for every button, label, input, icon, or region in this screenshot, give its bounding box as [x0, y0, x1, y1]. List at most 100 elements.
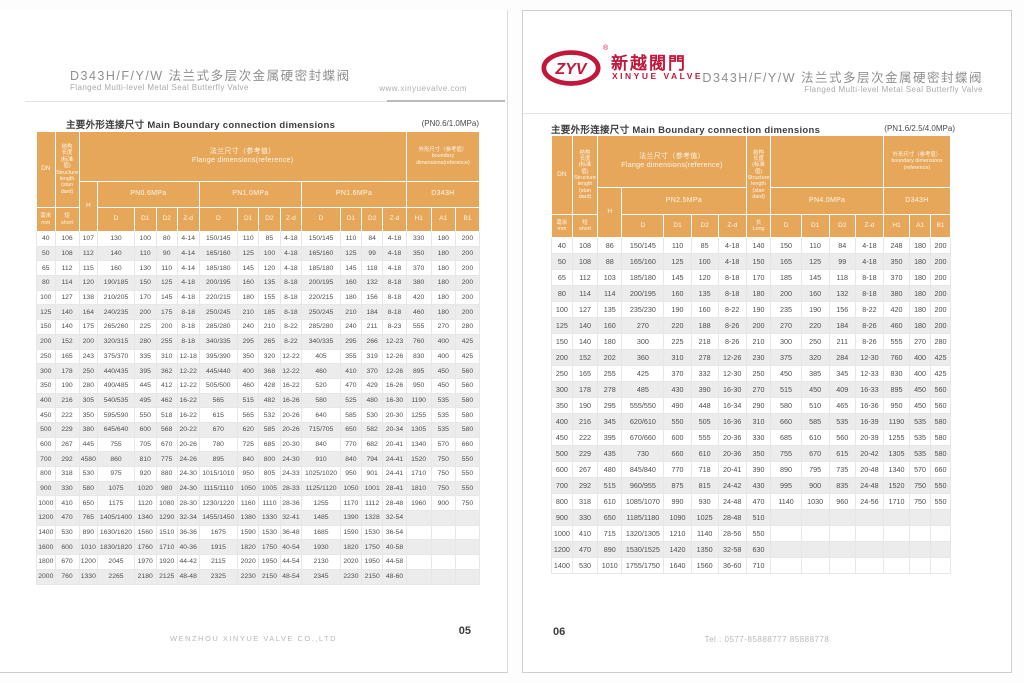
- table-cell: 145: [663, 269, 692, 286]
- table-cell: 525: [339, 392, 363, 409]
- table-cell: 32-58: [717, 541, 747, 558]
- table-cell: 615: [198, 407, 239, 423]
- header-cell: DN: [36, 131, 56, 208]
- table-cell: 270: [909, 333, 931, 350]
- table-cell: 112: [571, 269, 599, 286]
- table-cell: 550: [929, 477, 952, 494]
- table-cell: 425: [929, 365, 952, 382]
- table-cell: 895: [405, 363, 432, 379]
- table-cell: 560: [454, 377, 481, 394]
- table-cell: 490: [663, 397, 692, 414]
- table-cell: 610: [597, 493, 623, 510]
- table-cell: [929, 509, 952, 526]
- table-cell: 345: [597, 413, 623, 430]
- table-row: 150 140 180 300 225 218 8-26 210 300 250 211 8-26 55…: [551, 333, 952, 350]
- table-cell: 810: [133, 451, 157, 467]
- table-cell: 48-54: [279, 568, 303, 585]
- table-cell: 555: [882, 333, 911, 350]
- table-cell: 99: [828, 253, 856, 270]
- table-title: 主要外形连接尺寸 Main Boundary connection dimens…: [66, 120, 336, 131]
- table-cell: 950: [237, 466, 260, 482]
- table-cell: 1080: [155, 495, 178, 512]
- table-cell: 216: [54, 392, 80, 409]
- table-cell: 1010: [78, 539, 99, 556]
- table-cell: 48-48: [176, 568, 200, 585]
- table-cell: 160: [97, 260, 135, 277]
- table-cell: 106: [54, 231, 80, 247]
- table-cell: 400: [430, 348, 456, 365]
- table-cell: 520: [301, 377, 341, 394]
- table-cell: 1015/1010: [198, 466, 239, 482]
- table-cell: 4-14: [176, 231, 200, 247]
- table-cell: 200: [454, 245, 481, 262]
- table-cell: 319: [361, 348, 384, 365]
- table-cell: 2180: [133, 568, 157, 585]
- table-cell: 125: [339, 245, 363, 262]
- table-cell: 395: [133, 363, 157, 379]
- table-cell: 1675: [198, 524, 239, 541]
- table-cell: 292: [571, 477, 599, 494]
- table-cell: 1485: [301, 510, 341, 526]
- table-cell: 700: [551, 477, 573, 494]
- table-cell: 2020: [339, 554, 363, 570]
- table-cell: 1140: [770, 493, 802, 510]
- table-cell: 125: [663, 253, 692, 270]
- table-cell: 580: [770, 397, 802, 414]
- table-cell: 580: [78, 480, 99, 497]
- table-row: 125 140 164 240/235 200 175 8-18 250/245 210 185 8…: [36, 304, 481, 321]
- table-cell: 165/160: [621, 253, 665, 270]
- table-cell: 480: [361, 392, 384, 409]
- table-cell: 395/390: [198, 348, 239, 365]
- table-cell: 110: [155, 260, 178, 277]
- table-cell: 860: [97, 451, 135, 467]
- table-cell: 765: [78, 510, 99, 526]
- table-cell: 210: [339, 304, 363, 321]
- table-cell: 16-30: [717, 381, 747, 398]
- table-cell: 118: [828, 269, 856, 286]
- table-cell: 350: [551, 397, 573, 414]
- table-cell: 320: [258, 348, 281, 365]
- table-cell: 760: [405, 333, 432, 350]
- table-cell: 1915: [198, 539, 239, 556]
- table-cell: 700: [36, 451, 56, 467]
- table-cell: 610: [690, 445, 719, 462]
- page-title: D343H/F/Y/W 法兰式多层次金属硬密封蝶阀: [70, 69, 351, 83]
- table-cell: 1125/1120: [301, 480, 341, 497]
- page-number: 06: [553, 626, 566, 638]
- table-cell: [800, 557, 830, 574]
- table-cell: 180: [909, 253, 931, 270]
- table-cell: 1405/1400: [97, 510, 135, 526]
- table-cell: 1115/1110: [198, 480, 239, 497]
- table-cell: 1075: [97, 480, 135, 497]
- table-cell: 515: [597, 477, 623, 494]
- header-cell: D343H: [882, 187, 952, 215]
- table-cell: 295: [597, 397, 623, 414]
- table-cell: 795: [800, 461, 830, 478]
- table-cell: 4-18: [279, 231, 303, 247]
- table-cell: 532: [258, 407, 281, 423]
- header-cell: H1: [882, 214, 911, 238]
- table-cell: 1750: [361, 539, 384, 556]
- table-cell: 200/195: [301, 275, 341, 291]
- table-cell: 375: [770, 349, 802, 366]
- table-cell: 800: [551, 493, 573, 510]
- table-cell: 125: [800, 253, 830, 270]
- table-row: 300 178 278 485 430 390 16-30 270 515 450 409 16-33…: [551, 381, 952, 398]
- table-cell: 1640: [663, 557, 692, 574]
- table-cell: 265: [258, 333, 281, 350]
- table-cell: 250/245: [198, 304, 239, 321]
- table-cell: 100: [690, 253, 719, 270]
- table-cell: 995: [770, 477, 802, 494]
- table-cell: 8-26: [854, 317, 884, 334]
- table-cell: 425: [454, 348, 481, 365]
- table-cell: 600: [133, 421, 157, 438]
- table-cell: 185: [770, 269, 802, 286]
- table-row: 1200 470 890 1530/1525 1420 1350 32-58 630: [551, 541, 952, 558]
- table-cell: 350: [78, 407, 99, 423]
- table-row: 600 267 445 755 705 670 20-26 780 725 685 20-30 840…: [36, 436, 481, 453]
- table-cell: 284: [828, 349, 856, 366]
- table-cell: 1255: [405, 407, 432, 423]
- table-cell: 630: [745, 541, 772, 558]
- table-cell: 200: [454, 304, 481, 321]
- table-cell: 4-18: [382, 245, 407, 262]
